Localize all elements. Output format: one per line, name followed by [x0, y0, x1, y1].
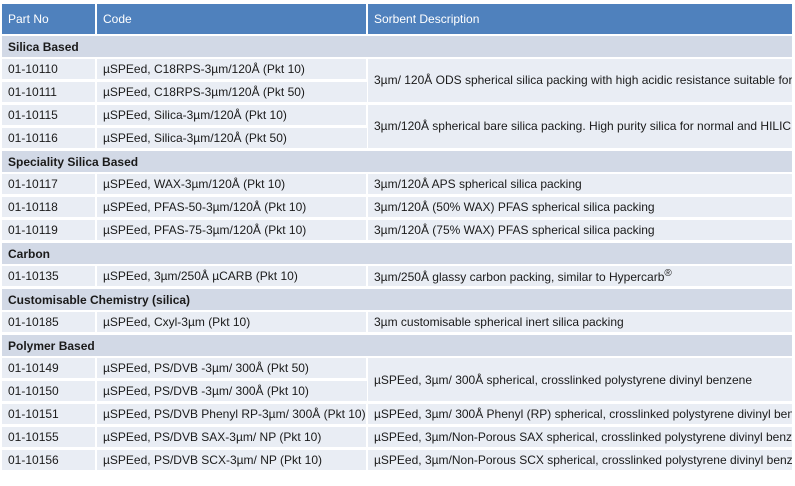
code-cell: µSPEed, PS/DVB -3µm/ 300Å (Pkt 50)	[96, 357, 368, 381]
registered-mark: ®	[664, 268, 672, 279]
code-cell: µSPEed, WAX-3µm/120Å (Pkt 10)	[96, 173, 368, 197]
part-no-cell: 01-10151	[2, 402, 97, 427]
section-row: Carbon	[2, 240, 792, 266]
table-header-row: Part No Code Sorbent Description	[2, 4, 792, 35]
part-no-cell: 01-10185	[2, 311, 97, 335]
section-row: Silica Based	[2, 34, 792, 59]
product-table: Part No Code Sorbent Description Silica …	[2, 4, 792, 473]
header-sorbent-description: Sorbent Description	[367, 4, 792, 35]
table-row: 01-10135 µSPEed, 3µm/250Å µCARB (Pkt 10)…	[2, 265, 792, 289]
table-row: 01-10151 µSPEed, PS/DVB Phenyl RP-3µm/ 3…	[2, 402, 792, 427]
table-row: 01-10115 µSPEed, Silica-3µm/120Å (Pkt 10…	[2, 103, 792, 151]
code-cell: µSPEed, PS/DVB -3µm/ 300Å (Pkt 10)	[96, 379, 367, 404]
description-cell: 3µm/120Å APS spherical silica packing	[367, 173, 792, 197]
description-cell: 3µm/ 120Å ODS spherical silica packing w…	[367, 58, 792, 105]
code-cell: µSPEed, C18RPS-3µm/120Å (Pkt 10)	[96, 58, 368, 82]
part-no-cell: 01-10150	[2, 379, 97, 404]
section-title: Polymer Based	[2, 332, 792, 358]
section-title: Silica Based	[2, 34, 792, 59]
section-title: Carbon	[2, 240, 792, 266]
code-cell: µSPEed, C18RPS-3µm/120Å (Pkt 50)	[96, 80, 367, 105]
part-no-cell: 01-10110	[2, 58, 97, 82]
code-cell: µSPEed, Silica-3µm/120Å (Pkt 10)	[96, 103, 368, 128]
description-text: 3µm/120Å spherical bare silica packing. …	[374, 119, 792, 133]
description-cell: 3µm/120Å spherical bare silica packing. …	[367, 103, 792, 151]
description-cell: 3µm customisable spherical inert silica …	[367, 311, 792, 335]
table-row: 01-10185 µSPEed, Cxyl-3µm (Pkt 10) 3µm c…	[2, 311, 792, 335]
table-row: 01-10119 µSPEed, PFAS-75-3µm/120Å (Pkt 1…	[2, 218, 792, 243]
header-part-no: Part No	[2, 4, 97, 35]
part-no-cell: 01-10115	[2, 103, 97, 128]
table-row: 01-10155 µSPEed, PS/DVB SAX-3µm/ NP (Pkt…	[2, 425, 792, 450]
part-no-cell: 01-10149	[2, 357, 97, 381]
code-cell: µSPEed, Cxyl-3µm (Pkt 10)	[96, 311, 368, 335]
table-row: 01-10118 µSPEed, PFAS-50-3µm/120Å (Pkt 1…	[2, 195, 792, 220]
code-cell: µSPEed, PFAS-75-3µm/120Å (Pkt 10)	[96, 218, 368, 243]
description-cell: µSPEed, 3µm/Non-Porous SAX spherical, cr…	[367, 425, 792, 450]
description-text: 3µm/250Å glassy carbon packing, similar …	[374, 270, 665, 284]
code-cell: µSPEed, PS/DVB SCX-3µm/ NP (Pkt 10)	[96, 448, 368, 473]
code-cell: µSPEed, PFAS-50-3µm/120Å (Pkt 10)	[96, 195, 368, 220]
part-no-cell: 01-10155	[2, 425, 97, 450]
description-cell: 3µm/120Å (75% WAX) PFAS spherical silica…	[367, 218, 792, 243]
table-row: 01-10111 µSPEed, C18RPS-3µm/120Å (Pkt 50…	[2, 80, 792, 105]
section-title: Speciality Silica Based	[2, 148, 792, 174]
description-cell: µSPEed, 3µm/ 300Å spherical, crosslinked…	[367, 357, 792, 404]
description-cell: µSPEed, 3µm/ 300Å Phenyl (RP) spherical,…	[367, 402, 792, 427]
section-title: Customisable Chemistry (silica)	[2, 286, 792, 312]
table-row: 01-10150 µSPEed, PS/DVB -3µm/ 300Å (Pkt …	[2, 379, 792, 404]
part-no-cell: 01-10117	[2, 173, 97, 197]
table-row: 01-10116 µSPEed, Silica-3µm/120Å (Pkt 50…	[2, 126, 792, 151]
description-text: 3µm/ 120Å ODS spherical silica packing w…	[374, 73, 792, 87]
description-cell: 3µm/120Å (50% WAX) PFAS spherical silica…	[367, 195, 792, 220]
section-row: Customisable Chemistry (silica)	[2, 286, 792, 312]
table-row: 01-10117 µSPEed, WAX-3µm/120Å (Pkt 10) 3…	[2, 173, 792, 197]
part-no-cell: 01-10156	[2, 448, 97, 473]
part-no-cell: 01-10111	[2, 80, 97, 105]
table-row: 01-10110 µSPEed, C18RPS-3µm/120Å (Pkt 10…	[2, 58, 792, 105]
code-cell: µSPEed, PS/DVB SAX-3µm/ NP (Pkt 10)	[96, 425, 368, 450]
code-cell: µSPEed, 3µm/250Å µCARB (Pkt 10)	[96, 265, 368, 289]
part-no-cell: 01-10116	[2, 126, 97, 151]
part-no-cell: 01-10118	[2, 195, 97, 220]
part-no-cell: 01-10135	[2, 265, 97, 289]
code-cell: µSPEed, Silica-3µm/120Å (Pkt 50)	[96, 126, 367, 151]
header-code: Code	[96, 4, 368, 35]
section-row: Speciality Silica Based	[2, 148, 792, 174]
section-row: Polymer Based	[2, 332, 792, 358]
table-row: 01-10156 µSPEed, PS/DVB SCX-3µm/ NP (Pkt…	[2, 448, 792, 473]
description-cell: 3µm/250Å glassy carbon packing, similar …	[367, 265, 792, 289]
code-cell: µSPEed, PS/DVB Phenyl RP-3µm/ 300Å (Pkt …	[96, 402, 368, 427]
table-row: 01-10149 µSPEed, PS/DVB -3µm/ 300Å (Pkt …	[2, 357, 792, 404]
description-cell: µSPEed, 3µm/Non-Porous SCX spherical, cr…	[367, 448, 792, 473]
part-no-cell: 01-10119	[2, 218, 97, 243]
